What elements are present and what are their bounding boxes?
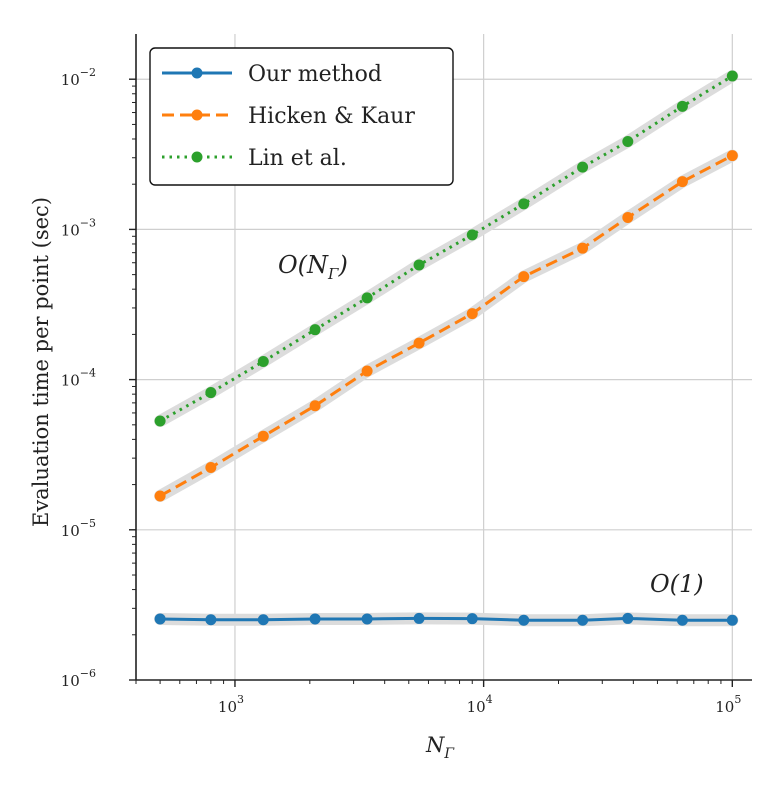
data-point (466, 613, 478, 625)
legend-swatch-marker (191, 151, 203, 163)
data-point (309, 613, 321, 625)
data-point (622, 135, 634, 147)
data-point (205, 461, 217, 473)
data-point (205, 614, 217, 626)
y-tick-label: 10−5 (61, 517, 96, 540)
data-point (622, 612, 634, 624)
x-tick-label: 103 (218, 693, 244, 716)
data-point (577, 614, 589, 626)
data-point (257, 430, 269, 442)
data-point (413, 337, 425, 349)
x-axis-label: NΓ (425, 733, 455, 762)
series-lines (159, 74, 734, 622)
data-point (466, 229, 478, 241)
data-point (622, 212, 634, 224)
legend-box (149, 47, 454, 186)
data-point (518, 614, 530, 626)
series-line (160, 616, 733, 622)
x-tick-label: 104 (467, 693, 493, 716)
legend: Our method Hicken & Kaur Lin et al. (149, 47, 454, 186)
legend-swatch-marker (191, 67, 203, 79)
y-tick-label: 10−6 (61, 667, 96, 690)
data-point (361, 292, 373, 304)
axes (135, 34, 752, 681)
data-point (361, 613, 373, 625)
y-tick-label: 10−2 (61, 66, 96, 89)
data-point (154, 490, 166, 502)
data-point (676, 176, 688, 188)
y-axis-label: Evaluation time per point (sec) (29, 197, 53, 527)
y-tick-label: 10−4 (61, 367, 96, 390)
data-point (726, 70, 738, 82)
data-point (726, 150, 738, 162)
data-point (154, 613, 166, 625)
data-point (154, 415, 166, 427)
data-point (257, 355, 269, 367)
annotation-order-n: O(NΓ) (278, 251, 348, 283)
data-point (518, 271, 530, 283)
x-tick-label: 105 (715, 693, 741, 716)
data-point (205, 387, 217, 399)
data-point (257, 614, 269, 626)
series-line (159, 154, 734, 498)
data-point (361, 365, 373, 377)
data-point (518, 198, 530, 210)
data-point (577, 161, 589, 173)
legend-swatch-marker (191, 109, 203, 121)
series-points (154, 70, 738, 626)
legend-label: Our method (248, 62, 382, 87)
data-point (309, 324, 321, 336)
data-point (413, 259, 425, 271)
annotation-order-1: O(1) (650, 570, 704, 598)
data-point (413, 612, 425, 624)
series-line (159, 74, 734, 423)
legend-label: Lin et al. (248, 146, 347, 171)
data-point (309, 400, 321, 412)
y-tick-label: 10−3 (61, 216, 96, 239)
legend-label: Hicken & Kaur (248, 104, 415, 129)
data-point (466, 308, 478, 320)
data-point (676, 614, 688, 626)
data-point (577, 242, 589, 254)
data-point (726, 614, 738, 626)
data-point (676, 100, 688, 112)
